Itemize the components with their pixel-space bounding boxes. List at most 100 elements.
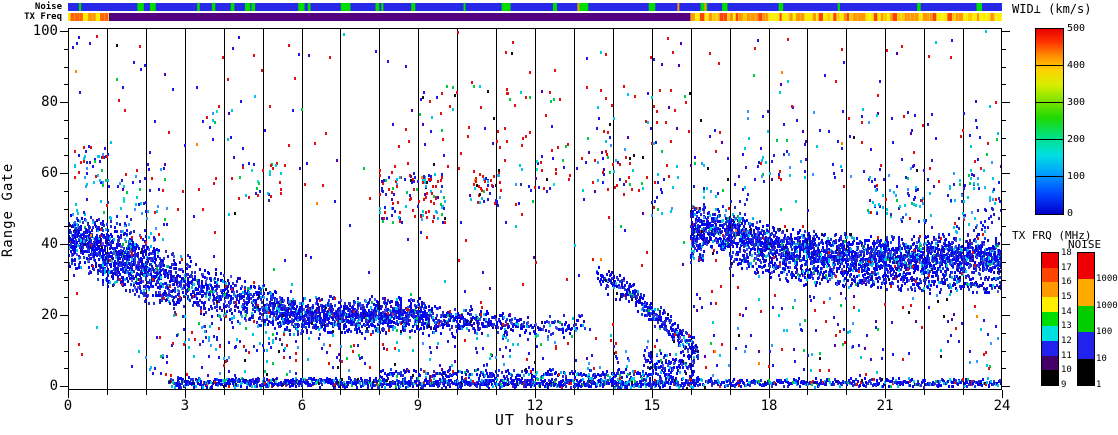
y-tick-right [1002,120,1006,121]
noise-band [1078,332,1094,359]
x-tick [691,390,692,395]
y-tick-right [1002,31,1010,32]
y-tick [64,209,68,210]
tx-frq-label: 12 [1061,336,1072,346]
tx-frq-label: 15 [1061,292,1072,302]
y-tick [64,333,68,334]
x-tick [302,390,303,398]
tx-frq-band [1042,267,1058,283]
x-tick [68,390,69,398]
x-tick [769,390,770,398]
y-tick-right [1002,333,1006,334]
y-tick-right [1002,297,1006,298]
tx-frq-band [1042,296,1058,312]
x-tick [963,390,964,395]
tx-frq-colorbar-title: TX FRQ (MHz) [1012,229,1092,242]
tx-frq-label: 11 [1061,351,1072,361]
x-tick-label: 12 [526,398,544,414]
y-tick [64,226,68,227]
y-tick [60,31,68,32]
y-tick-right [1002,102,1010,103]
x-axis-label: UT hours [494,411,576,429]
noise-band [1078,279,1094,306]
x-tick-label: 0 [63,398,73,414]
y-tick [64,120,68,121]
noise-label: 10 [1096,354,1107,364]
y-tick-right [1002,280,1006,281]
x-tick-label: 21 [876,398,894,414]
x-tick [535,390,536,398]
y-tick [64,351,68,352]
y-tick-right [1002,209,1006,210]
x-tick [1002,390,1003,398]
y-tick [64,297,68,298]
y-tick-right [1002,191,1006,192]
y-tick-label: 100 [32,23,58,39]
y-tick-right [1002,386,1010,387]
tx-frq-band [1042,355,1058,371]
y-axis-label: Range Gate [0,162,16,258]
noise-band [1078,358,1094,385]
tx-frq-band [1042,326,1058,341]
wid-colorbar-tick [1036,176,1063,177]
y-tick [64,67,68,68]
y-tick [64,84,68,85]
x-tick [652,390,653,398]
noise-band [1078,253,1094,280]
tx-frq-label: 10 [1061,365,1072,375]
wid-colorbar-label: 400 [1067,60,1086,71]
y-tick [64,280,68,281]
x-tick [496,390,497,395]
y-tick-label: 0 [49,378,58,394]
tx-frq-band [1042,370,1058,385]
tx-frq-band [1042,340,1058,356]
tx-frq-band [1042,282,1058,297]
x-tick [730,390,731,395]
y-tick-right [1002,67,1006,68]
tx-frq-label: 14 [1061,307,1072,317]
noise-band [1078,305,1094,333]
x-tick-label: 24 [993,398,1011,414]
y-tick [64,191,68,192]
wid-colorbar [1035,28,1064,215]
noise-colorbar-title: NOISE [1068,238,1102,251]
noise-label: 1000 [1096,301,1118,311]
x-tick-label: 9 [413,398,423,414]
x-tick [146,390,147,395]
tx-frq-label: 13 [1061,321,1072,331]
x-tick [340,390,341,395]
y-tick [64,49,68,50]
range-time-plot-canvas [68,28,1002,390]
x-tick [379,390,380,395]
x-tick-label: 3 [180,398,190,414]
tx-frq-label: 16 [1061,277,1072,287]
wid-colorbar-tick [1036,139,1063,140]
x-tick [457,390,458,395]
noise-label: 100 [1096,327,1113,337]
y-tick-label: 60 [41,165,58,181]
x-tick [263,390,264,395]
y-tick [60,386,68,387]
noise-label: 1 [1096,380,1102,390]
y-tick [64,138,68,139]
y-tick [64,155,68,156]
y-tick-right [1002,173,1010,174]
x-tick [107,390,108,395]
y-tick-right [1002,315,1010,316]
x-tick [185,390,186,398]
tx-frq-label: 17 [1061,263,1072,273]
x-tick [924,390,925,395]
x-tick [418,390,419,398]
x-tick [807,390,808,395]
y-tick-right [1002,138,1006,139]
y-tick-right [1002,262,1006,263]
y-tick-right [1002,368,1006,369]
tx-frq-band [1042,253,1058,268]
x-tick [846,390,847,395]
noise-colorbar [1077,252,1095,386]
tx-frq-label: 9 [1061,380,1067,390]
y-tick [60,173,68,174]
y-tick [64,368,68,369]
y-tick-right [1002,155,1006,156]
